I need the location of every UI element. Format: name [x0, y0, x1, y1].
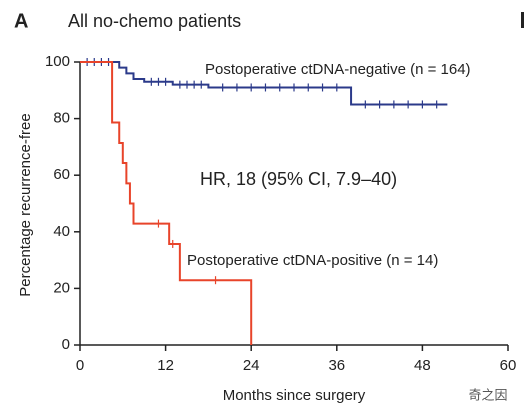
- y-axis-label: Percentage recurrence-free: [17, 113, 34, 296]
- y-tick-label: 80: [53, 110, 70, 127]
- y-tick-label: 0: [62, 336, 70, 353]
- panel-label: A: [14, 10, 28, 32]
- y-tick-label: 100: [45, 53, 70, 70]
- x-axis-label: Months since surgery: [223, 387, 366, 404]
- edge-mark: [521, 12, 524, 28]
- survival-curve: [80, 61, 253, 345]
- y-tick-label: 60: [53, 166, 70, 183]
- annotation: HR, 18 (95% CI, 7.9–40): [200, 169, 397, 189]
- chart-title: All no-chemo patients: [68, 11, 241, 31]
- x-tick-label: 60: [500, 357, 517, 374]
- y-tick-label: 40: [53, 223, 70, 240]
- x-tick-label: 0: [76, 357, 84, 374]
- series-label: Postoperative ctDNA-negative (n = 164): [205, 61, 471, 78]
- series-label: Postoperative ctDNA-positive (n = 14): [187, 252, 438, 269]
- y-tick-label: 20: [53, 279, 70, 296]
- x-tick-label: 12: [157, 357, 174, 374]
- x-tick-label: 48: [414, 357, 431, 374]
- x-tick-label: 24: [243, 357, 260, 374]
- watermark: 奇之因: [468, 387, 507, 402]
- x-tick-label: 36: [328, 357, 345, 374]
